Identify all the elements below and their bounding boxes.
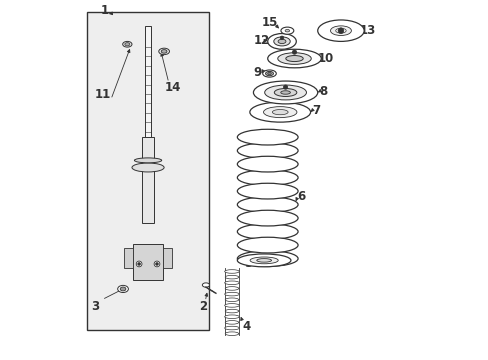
Ellipse shape — [237, 183, 298, 199]
Ellipse shape — [256, 258, 271, 262]
Ellipse shape — [237, 210, 298, 226]
Ellipse shape — [267, 33, 296, 49]
Text: 2: 2 — [199, 300, 207, 313]
Ellipse shape — [225, 298, 238, 302]
Text: 1: 1 — [100, 4, 108, 17]
Ellipse shape — [263, 107, 296, 118]
Ellipse shape — [237, 251, 298, 266]
Bar — [144, 26, 151, 137]
Ellipse shape — [330, 26, 351, 36]
Circle shape — [155, 262, 158, 265]
Circle shape — [154, 261, 160, 267]
Ellipse shape — [237, 237, 298, 253]
Ellipse shape — [159, 48, 169, 55]
Text: 5: 5 — [244, 257, 252, 270]
Ellipse shape — [224, 303, 239, 307]
Text: 8: 8 — [318, 85, 326, 98]
Text: 3: 3 — [91, 300, 100, 313]
Ellipse shape — [225, 332, 238, 336]
Ellipse shape — [281, 27, 293, 34]
Ellipse shape — [264, 85, 306, 100]
Ellipse shape — [225, 309, 238, 313]
Ellipse shape — [285, 30, 289, 32]
Ellipse shape — [237, 129, 298, 145]
Ellipse shape — [122, 41, 132, 47]
Bar — [124, 248, 133, 267]
Ellipse shape — [249, 257, 278, 264]
Text: 6: 6 — [297, 190, 305, 203]
Ellipse shape — [224, 326, 239, 330]
Ellipse shape — [118, 285, 128, 293]
Text: 14: 14 — [164, 81, 181, 94]
Ellipse shape — [132, 163, 164, 172]
Ellipse shape — [224, 315, 239, 319]
Ellipse shape — [224, 292, 239, 296]
Text: 7: 7 — [311, 104, 319, 117]
Ellipse shape — [335, 28, 346, 33]
Ellipse shape — [285, 55, 303, 62]
Bar — [133, 244, 163, 280]
Text: 4: 4 — [242, 320, 250, 333]
Ellipse shape — [317, 20, 364, 41]
Ellipse shape — [225, 321, 238, 324]
Text: 12: 12 — [253, 34, 269, 47]
Bar — [87, 12, 208, 330]
Ellipse shape — [124, 42, 130, 46]
Ellipse shape — [272, 109, 287, 115]
Ellipse shape — [278, 39, 285, 44]
Circle shape — [136, 261, 142, 267]
Text: 15: 15 — [262, 16, 278, 29]
Ellipse shape — [237, 170, 298, 185]
Circle shape — [337, 28, 343, 33]
Bar — [163, 248, 171, 267]
Ellipse shape — [225, 287, 238, 290]
Ellipse shape — [237, 197, 298, 212]
Ellipse shape — [224, 281, 239, 284]
Circle shape — [292, 50, 296, 54]
Ellipse shape — [280, 91, 290, 94]
Ellipse shape — [202, 283, 209, 287]
Ellipse shape — [237, 143, 298, 158]
Ellipse shape — [253, 81, 317, 104]
Ellipse shape — [274, 89, 296, 96]
Ellipse shape — [225, 275, 238, 279]
Ellipse shape — [161, 50, 166, 53]
Text: 13: 13 — [359, 24, 375, 37]
Ellipse shape — [249, 102, 310, 122]
Text: 11: 11 — [95, 88, 111, 101]
Ellipse shape — [134, 158, 162, 163]
Circle shape — [138, 262, 140, 265]
Ellipse shape — [273, 37, 290, 46]
Text: 9: 9 — [253, 66, 261, 78]
Ellipse shape — [120, 287, 125, 291]
Text: 10: 10 — [317, 52, 333, 65]
Ellipse shape — [237, 224, 298, 239]
Circle shape — [283, 85, 287, 89]
Ellipse shape — [262, 70, 276, 77]
Ellipse shape — [265, 71, 273, 76]
Ellipse shape — [267, 49, 321, 68]
Circle shape — [280, 36, 283, 40]
Ellipse shape — [237, 156, 298, 172]
Ellipse shape — [224, 270, 239, 273]
Ellipse shape — [267, 72, 271, 75]
Ellipse shape — [237, 254, 290, 267]
Ellipse shape — [277, 53, 311, 64]
Bar — [142, 137, 154, 223]
